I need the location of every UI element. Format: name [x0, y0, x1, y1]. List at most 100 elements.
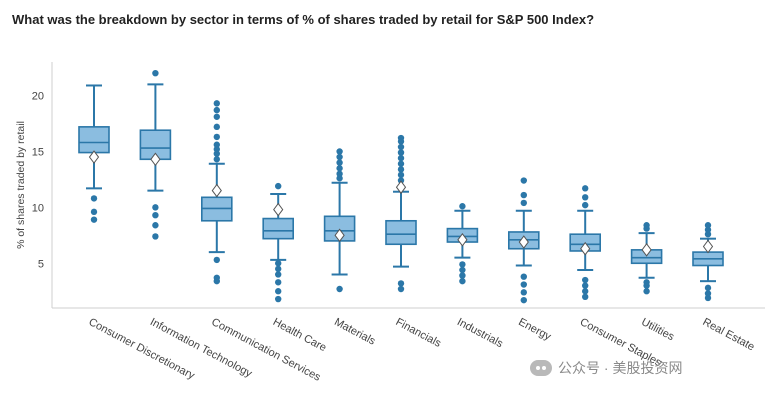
outlier-point — [152, 211, 159, 219]
outlier-point — [704, 226, 712, 233]
mean-marker — [580, 241, 591, 256]
outlier-point — [459, 277, 466, 285]
outlier-point — [520, 273, 527, 280]
outlier-point — [582, 282, 589, 289]
x-tick-label: Utilities — [639, 316, 676, 343]
mean-marker — [273, 202, 284, 217]
outlier-point — [336, 159, 343, 166]
x-tick-label: Communication Services — [209, 316, 322, 384]
box-iqr — [78, 126, 110, 154]
outlier-point — [582, 201, 589, 209]
outlier-point — [275, 288, 282, 295]
box-materials — [323, 148, 356, 293]
box-iqr — [262, 217, 295, 240]
mean-marker — [150, 152, 161, 167]
outlier-point — [213, 106, 220, 114]
mean-marker — [334, 228, 345, 243]
mean-marker — [641, 243, 652, 257]
box-energy — [507, 177, 540, 304]
outlier-point — [582, 276, 589, 284]
outlier-point — [90, 195, 98, 202]
outlier-point — [520, 289, 527, 296]
x-tick-label: Energy — [516, 316, 553, 343]
outlier-point — [275, 295, 282, 303]
outlier-point — [213, 156, 220, 163]
outlier-point — [704, 222, 712, 229]
y-tick-label: 20 — [32, 91, 44, 103]
outlier-point — [397, 171, 405, 179]
outlier-point — [336, 170, 343, 178]
outlier-point — [397, 149, 405, 156]
outlier-point — [704, 294, 712, 302]
outlier-point — [336, 165, 343, 172]
outlier-point — [582, 194, 589, 201]
outlier-point — [336, 153, 343, 161]
outlier-point — [520, 281, 527, 288]
outlier-point — [459, 261, 466, 268]
box-consumer-discretionary — [78, 84, 110, 223]
outlier-point — [520, 191, 527, 199]
outlier-point — [275, 279, 282, 286]
outlier-point — [213, 113, 220, 120]
mean-marker — [457, 232, 468, 247]
y-tick-label: 10 — [32, 202, 44, 214]
mean-marker — [518, 235, 529, 249]
y-tick-label: 15 — [32, 146, 44, 158]
outlier-point — [520, 177, 527, 184]
x-tick-label: Health Care — [271, 316, 328, 354]
outlier-point — [275, 265, 282, 273]
outlier-point — [397, 160, 405, 167]
outlier-point — [213, 256, 220, 264]
outlier-point — [90, 216, 98, 223]
box-information-technology — [139, 69, 172, 240]
outlier-point — [213, 150, 220, 157]
boxes — [78, 69, 724, 304]
outlier-point — [336, 175, 343, 182]
outlier-point — [152, 69, 159, 77]
outlier-point — [152, 222, 159, 229]
box-iqr — [385, 219, 417, 246]
box-consumer-staples — [569, 185, 602, 301]
watermark-text: 公众号 · 美股投资网 — [558, 360, 683, 376]
box-utilities — [630, 222, 663, 295]
chart-title: What was the breakdown by sector in term… — [12, 12, 595, 27]
outlier-point — [397, 280, 405, 287]
box-real-estate — [692, 222, 724, 302]
y-axis-label: % of shares traded by retail — [15, 121, 27, 249]
x-tick-label: Real Estate — [701, 316, 757, 353]
outlier-point — [152, 233, 159, 240]
outlier-point — [213, 100, 220, 107]
mean-marker — [211, 183, 222, 198]
axes: 5 10 15 20 % of shares traded by retail — [15, 62, 765, 309]
outlier-point — [90, 208, 98, 216]
outlier-point — [213, 141, 220, 148]
outlier-point — [397, 134, 405, 142]
outlier-point — [397, 154, 405, 162]
outlier-point — [397, 166, 405, 173]
outlier-point — [704, 231, 712, 238]
outlier-point — [275, 260, 282, 267]
y-tick-label: 5 — [38, 258, 44, 270]
x-tick-label: Industrials — [455, 316, 505, 350]
outlier-point — [275, 182, 282, 190]
x-tick-label: Financials — [394, 316, 444, 350]
outlier-point — [520, 199, 527, 207]
outlier-point — [213, 133, 220, 141]
outlier-point — [213, 146, 220, 153]
wechat-icon — [530, 360, 552, 376]
outlier-point — [397, 285, 405, 293]
x-tick-label: Consumer Discretionary — [87, 316, 197, 382]
mean-marker — [88, 150, 100, 164]
outlier-point — [704, 290, 712, 297]
outlier-point — [336, 148, 343, 155]
outlier-point — [643, 222, 650, 229]
mean-marker — [395, 180, 407, 195]
outlier-point — [582, 185, 589, 192]
outlier-point — [459, 203, 466, 210]
mean-marker — [702, 239, 714, 254]
outlier-point — [459, 272, 466, 279]
box-communication-services — [201, 100, 233, 285]
outlier-point — [704, 284, 712, 292]
outlier-point — [336, 285, 343, 293]
